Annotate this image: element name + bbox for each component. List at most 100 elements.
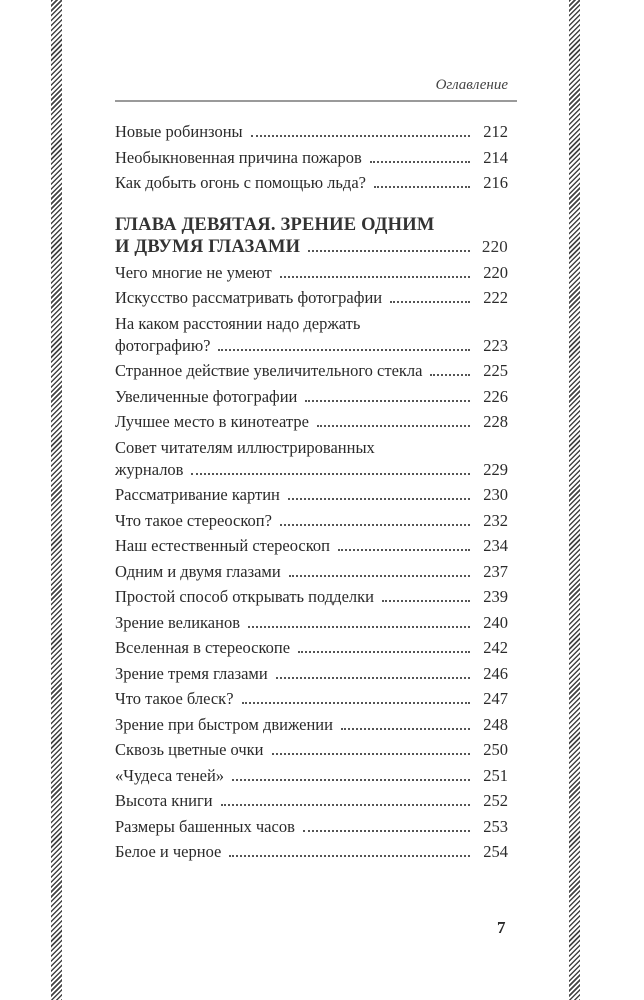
toc-entry: Высота книги 252 — [115, 790, 508, 812]
dot-leader — [229, 855, 470, 857]
toc-entry-page: 237 — [483, 561, 508, 581]
toc-entry-title: «Чудеса теней» — [115, 765, 225, 785]
toc-entry-page: 214 — [483, 147, 508, 167]
toc-entry-line: ГЛАВА ДЕВЯТАЯ. ЗРЕНИЕ ОДНИМ — [115, 214, 508, 236]
toc-entry: Наш естественный стереоскоп 234 — [115, 535, 508, 557]
toc-entry-line: Зрение тремя глазами 246 — [115, 663, 508, 685]
toc-entry: Зрение тремя глазами 246 — [115, 663, 508, 685]
toc-entry-title: Странное действие увеличительного стекла — [115, 361, 423, 380]
toc-entry-page: 230 — [483, 485, 508, 504]
toc-entry-title: Рассматривание картин — [115, 485, 280, 504]
toc-entry-line: Что такое блеск? 247 — [115, 688, 508, 710]
toc-entry: Необыкновенная причина пожаров 214 — [115, 147, 508, 169]
toc-entry-page: 226 — [483, 386, 508, 406]
toc-entry-line: Чего многие не умеют 220 — [115, 262, 508, 284]
toc-entry-title: Чего многие не умеют — [115, 262, 272, 282]
toc-entry: Зрение при быстром движении 248 — [115, 714, 508, 736]
toc-entry-page: 251 — [483, 765, 508, 785]
toc-entry-title: Белое и черное — [115, 842, 222, 861]
toc-entry-line: Высота книги 252 — [115, 790, 508, 812]
toc-entry-line: Рассматривание картин 230 — [115, 484, 508, 506]
toc-entry: Увеличенные фотографии 226 — [115, 386, 508, 408]
toc-entry-line: И ДВУМЯ ГЛАЗАМИ 220 — [115, 236, 508, 258]
toc-entry: Совет читателям иллюстрированных журналов… — [115, 437, 508, 481]
dot-leader — [298, 651, 470, 653]
toc-entry-line: Вселенная в стереоскопе 242 — [115, 637, 508, 659]
toc-entry: Лучшее место в кинотеатре 228 — [115, 411, 508, 433]
toc-entry-page: 248 — [483, 714, 508, 734]
toc-entry-page: 223 — [483, 335, 508, 355]
toc-section-chapter-9: Чего многие не умеют 220 Искусство рассмат… — [115, 262, 508, 864]
toc-entry-page: 250 — [483, 740, 508, 759]
dot-leader — [250, 135, 470, 137]
toc-entry-title: Увеличенные фотографии — [115, 386, 298, 406]
dot-leader — [271, 753, 470, 755]
toc-entry-page: 254 — [483, 842, 508, 861]
toc-entry-line: фотографию? 223 — [115, 335, 508, 357]
dot-leader — [279, 523, 470, 526]
toc-entry-line: Сквозь цветные очки 250 — [115, 739, 508, 761]
toc-entry-page: 242 — [483, 638, 508, 657]
toc-entry-title: Вселенная в стереоскопе — [115, 638, 291, 657]
toc-entry-title: фотографию? — [115, 335, 211, 355]
toc-entry: ГЛАВА ДЕВЯТАЯ. ЗРЕНИЕ ОДНИМ И ДВУМЯ ГЛАЗА… — [115, 214, 508, 258]
toc-entry: Простой способ открывать подделки 239 — [115, 586, 508, 608]
toc-entry-page: 247 — [483, 689, 508, 708]
toc-entry-title: Необыкновенная причина пожаров — [115, 147, 362, 167]
toc-entry-page: 239 — [483, 587, 508, 606]
decorative-border-left — [51, 0, 62, 1000]
toc-entry-title: Что такое стереоскоп? — [115, 510, 272, 530]
toc-entry-page: 225 — [483, 361, 508, 380]
dot-leader — [287, 498, 470, 500]
toc-entry-line: Простой способ открывать подделки 239 — [115, 586, 508, 608]
decorative-border-right — [569, 0, 580, 1000]
toc-entry-title: Зрение тремя глазами — [115, 663, 268, 683]
toc-entry-title: Размеры башенных часов — [115, 816, 295, 836]
toc-entry-page: 234 — [483, 536, 508, 555]
dot-leader — [232, 778, 470, 781]
toc-entry-page: 220 — [481, 237, 508, 256]
header-rule — [115, 100, 517, 102]
toc-entry-title: ГЛАВА ДЕВЯТАЯ. ЗРЕНИЕ ОДНИМ — [115, 215, 435, 235]
toc-entry: Сквозь цветные очки 250 — [115, 739, 508, 761]
dot-leader — [191, 472, 470, 475]
toc-entry: Белое и черное 254 — [115, 841, 508, 863]
toc-entry: Чего многие не умеют 220 — [115, 262, 508, 284]
toc-entry-page: 240 — [483, 612, 508, 632]
dot-leader — [373, 186, 470, 188]
toc-entry-title: Высота книги — [115, 791, 213, 810]
toc-entry-title: Лучшее место в кинотеатре — [115, 412, 309, 431]
toc-entry-title: Зрение великанов — [115, 612, 240, 632]
toc-entry-line: Новые робинзоны 212 — [115, 121, 508, 143]
toc-entry: Вселенная в стереоскопе 242 — [115, 637, 508, 659]
toc-entry-title: Наш естественный стереоскоп — [115, 536, 330, 555]
dot-leader — [275, 676, 470, 679]
table-of-contents: Новые робинзоны 212 Необыкновенная причина… — [115, 121, 508, 867]
dot-leader — [220, 804, 470, 806]
dot-leader — [430, 374, 470, 376]
toc-entry: Одним и двумя глазами 237 — [115, 561, 508, 583]
dot-leader — [338, 549, 470, 551]
toc-entry-line: Увеличенные фотографии 226 — [115, 386, 508, 408]
toc-entry-page: 246 — [483, 663, 508, 683]
toc-entry-line: Зрение при быстром движении 248 — [115, 714, 508, 736]
toc-entry: Размеры башенных часов 253 — [115, 816, 508, 838]
dot-leader — [340, 727, 470, 730]
toc-entry: Новые робинзоны 212 — [115, 121, 508, 143]
toc-entry: Зрение великанов 240 — [115, 612, 508, 634]
toc-entry-line: Необыкновенная причина пожаров 214 — [115, 147, 508, 169]
dot-leader — [390, 301, 470, 303]
dot-leader — [302, 829, 470, 832]
toc-entry-line: Искусство рассматривать фотографии 222 — [115, 287, 508, 309]
toc-entry-title: И ДВУМЯ ГЛАЗАМИ — [115, 237, 301, 257]
toc-entry-title: Сквозь цветные очки — [115, 740, 264, 759]
toc-entry-page: 229 — [483, 459, 508, 479]
dot-leader — [218, 348, 470, 351]
toc-entry-line: Совет читателям иллюстрированных — [115, 437, 508, 459]
toc-entry-title: Совет читателям иллюстрированных — [115, 437, 375, 457]
chapter-heading: ГЛАВА ДЕВЯТАЯ. ЗРЕНИЕ ОДНИМ И ДВУМЯ ГЛАЗА… — [115, 214, 508, 258]
toc-entry: Странное действие увеличительного стекла… — [115, 360, 508, 382]
toc-entry-title: Что такое блеск? — [115, 689, 234, 708]
toc-entry-line: Странное действие увеличительного стекла… — [115, 360, 508, 382]
toc-entry-title: Одним и двумя глазами — [115, 561, 281, 581]
